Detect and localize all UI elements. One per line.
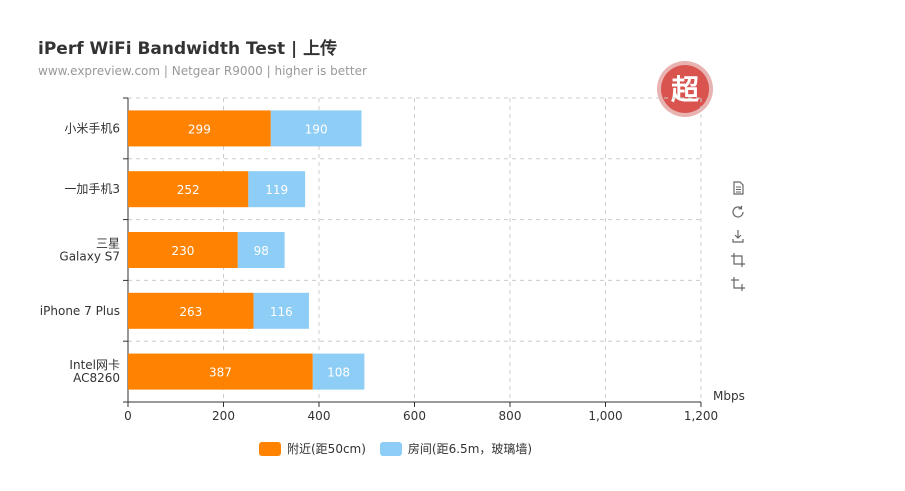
x-tick-label: 600 <box>403 409 426 423</box>
bar-value-label: 387 <box>209 366 232 380</box>
logo-inner-circle <box>661 65 709 113</box>
bar-value-label: 119 <box>265 183 288 197</box>
logo-text: 超 <box>671 73 700 106</box>
legend-label-near: 附近(距50cm) <box>287 442 366 456</box>
bar-room <box>312 353 365 390</box>
legend-swatch-near <box>259 441 281 456</box>
bar-value-label: 108 <box>327 366 350 380</box>
chart-title: iPerf WiFi Bandwidth Test | 上传 <box>38 39 338 59</box>
restore-icon[interactable] <box>730 204 746 220</box>
y-category-label: 三星 <box>96 237 120 251</box>
chart-subtitle: www.expreview.com | Netgear R9000 | high… <box>38 64 367 78</box>
y-category-label: 小米手机6 <box>64 121 120 135</box>
logo-badge: 超 <box>657 61 713 117</box>
chart-toolbox <box>730 180 746 300</box>
bar-room <box>237 232 285 268</box>
x-tick-label: 1,200 <box>684 409 718 423</box>
bar-room <box>248 171 306 208</box>
legend-label-room: 房间(距6.5m，玻璃墙) <box>407 442 533 456</box>
bar-room <box>253 292 309 329</box>
y-category-label: AC8260 <box>73 371 120 385</box>
bar-value-label: 190 <box>305 122 328 136</box>
x-tick-label: 1,000 <box>588 409 622 423</box>
bar-near <box>128 292 254 329</box>
legend-swatch-room <box>379 441 402 456</box>
bar-near <box>128 110 271 147</box>
bar-value-label: 263 <box>179 305 202 319</box>
y-category-label: iPhone 7 Plus <box>40 304 120 318</box>
bar-value-label: 252 <box>177 183 200 197</box>
bar-layer <box>128 110 365 390</box>
y-category-label: Intel网卡 <box>69 358 120 372</box>
bar-room <box>270 110 362 147</box>
y-category-label: 一加手机3 <box>64 182 120 196</box>
chart-legend: 附近(距50cm) 房间(距6.5m，玻璃墙) <box>259 440 546 457</box>
bar-value-label: 299 <box>188 122 211 136</box>
grid-layer <box>128 97 702 402</box>
axis-layer: 0 200 400 600 800 1,000 1,200 Mbps <box>123 97 745 423</box>
bar-near <box>128 232 238 268</box>
bar-near <box>128 353 313 390</box>
save-image-icon[interactable] <box>730 228 746 244</box>
bar-near <box>128 171 249 208</box>
x-unit-label: Mbps <box>713 389 745 403</box>
x-tick-label: 400 <box>308 409 331 423</box>
bar-value-label: 98 <box>254 244 269 258</box>
crop-reset-icon[interactable] <box>730 276 746 292</box>
legend-item-room[interactable]: 房间(距6.5m，玻璃墙) <box>379 440 533 457</box>
data-view-icon[interactable] <box>730 180 746 196</box>
y-category-label: Galaxy S7 <box>59 250 120 264</box>
x-tick-label: 800 <box>499 409 522 423</box>
crop-icon[interactable] <box>730 252 746 268</box>
bar-value-label: 116 <box>270 305 293 319</box>
legend-item-near[interactable]: 附近(距50cm) <box>259 440 366 457</box>
x-tick-label: 200 <box>212 409 235 423</box>
x-tick-label: 0 <box>124 409 132 423</box>
bar-value-label: 230 <box>171 244 194 258</box>
